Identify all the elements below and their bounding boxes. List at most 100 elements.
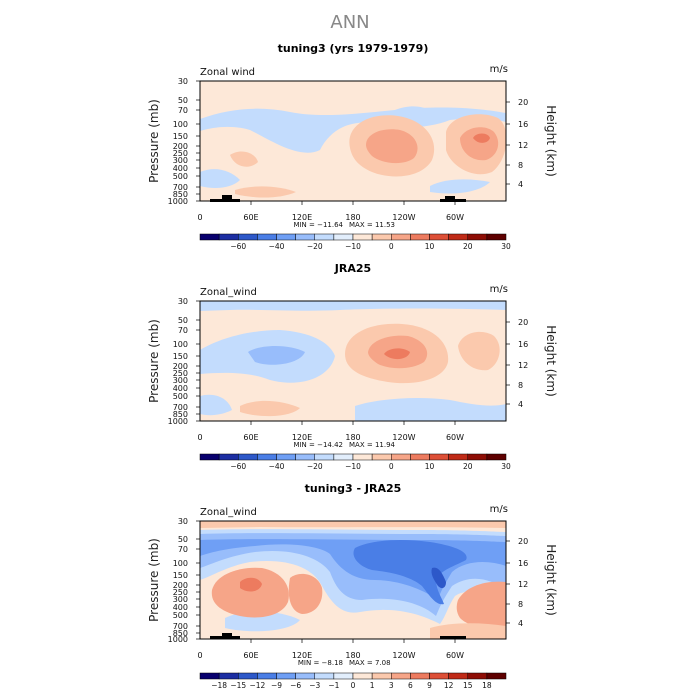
panel-2-y-ticks: 30 50 70 100 150 200 250 300 400 500 700… [168, 297, 188, 426]
panel-3-contours [200, 521, 506, 639]
panel-1-colorbar-box [218, 233, 239, 241]
panel-3-max-text: MAX = 7.08 [349, 659, 391, 667]
panel-2-colorbar-label: −40 [269, 462, 285, 471]
panel-1-height-tick-8: 8 [518, 161, 523, 170]
panel-1-variable-label: Zonal wind [200, 67, 255, 78]
panel-2-height-tick-16: 16 [518, 340, 528, 349]
panel-3-ylabel-right: Height (km) [544, 544, 558, 615]
panel-2-y-tick-50: 50 [178, 316, 188, 325]
panel-2-neg-top-band [200, 301, 506, 311]
panel-2-y-tick-850: 850 [173, 410, 188, 419]
panel-2-colorbar-box [371, 453, 392, 461]
panel-3-colorbar: −18 −15 −12 −9 −6 −3 −1 0 1 3 6 9 12 15 18 [199, 672, 507, 690]
panel-3-colorbar-label: −3 [309, 681, 320, 690]
panel-2-pos-small-sw [240, 400, 300, 417]
panel-2-colorbar-box [333, 453, 354, 461]
panel-2-neg-west-core [248, 346, 305, 365]
panel-3-min-text: MIN = −8.18 [298, 659, 343, 667]
panel-1-height-tick-20: 20 [518, 98, 528, 107]
panel-1-colorbar-box [486, 233, 507, 241]
panel-3-units: m/s [490, 504, 508, 515]
panel-3-colorbar-box [352, 672, 373, 680]
panel-2-x-tick-60w: 60W [446, 433, 464, 442]
panel-1-y-tick-100: 100 [173, 120, 188, 129]
panel-3-colorbar-box [295, 672, 316, 680]
panel-2-y-tick-250: 250 [173, 369, 188, 378]
panel-3-height-tick-8: 8 [518, 600, 523, 609]
panel-3-x-tick-120w: 120W [392, 651, 415, 660]
panel-1-max-text: MAX = 11.53 [349, 221, 395, 229]
panel-1-colorbar-box [391, 233, 411, 241]
panel-3-colorbar-box [238, 672, 258, 680]
panel-3-height-tick-12: 12 [518, 580, 528, 589]
panel-3-colorbar-label: 18 [482, 681, 492, 690]
panel-2-ylabel: Pressure (mb) [147, 319, 161, 403]
panel-1-height-tick-16: 16 [518, 120, 528, 129]
panel-3-colorbar-label: −15 [230, 681, 246, 690]
panel-1-y-tick-400: 400 [173, 164, 188, 173]
panel-3-y-tick-50: 50 [178, 535, 188, 544]
panel-3-y-tick-200: 200 [173, 581, 188, 590]
panel-1-y-tick-850: 850 [173, 190, 188, 199]
panel-1-colorbar: −60 −40 −20 −10 0 10 20 30 [199, 233, 511, 251]
panel-3-height-tick-20: 20 [518, 537, 528, 546]
panel-3-colorbar-label: 12 [444, 681, 454, 690]
panel-2-colorbar-box [448, 453, 469, 461]
panel-2-pos-max [384, 348, 410, 360]
panel-2-neg-east-low [355, 398, 506, 421]
panel-3-colorbar-label: −18 [211, 681, 227, 690]
panel-2-right-ticks: 20 16 12 8 4 [518, 318, 528, 409]
panel-2-colorbar-box [199, 453, 220, 461]
panel-3-colorbar-box [371, 672, 392, 680]
panel-3-colorbar-box [391, 672, 411, 680]
panel-2-max-text: MAX = 11.94 [349, 441, 396, 449]
panel-1-min-text: MIN = −11.64 [293, 221, 343, 229]
panel-3-y-tick-850: 850 [173, 629, 188, 638]
panel-3-pos-west-core [240, 577, 262, 592]
panel-3-x-tick-180: 180 [345, 651, 360, 660]
panel-3-x-tick-60e: 60E [243, 651, 258, 660]
panel-3-y-tick-100: 100 [173, 559, 188, 568]
panel-1-colorbar-box [257, 233, 277, 241]
panel-3-colorbar-box [410, 672, 430, 680]
panel-3-colorbar-label: 3 [389, 681, 394, 690]
panel-1-pos-core-b [460, 127, 499, 161]
panel-3: tuning3 - JRA25 Zonal_wind m/s 30 50 70 [147, 482, 558, 690]
panel-1-units: m/s [490, 64, 508, 75]
panel-3-pos-east [456, 581, 506, 628]
panel-2-colorbar-label: −20 [307, 462, 323, 471]
panel-2-colorbar-box [391, 453, 411, 461]
panel-1-neg-cap [395, 106, 432, 115]
panel-3-pos-west [211, 567, 289, 618]
panel-3-pos-top-band [200, 521, 506, 528]
panel-1-y-tick-1000: 1000 [168, 197, 188, 206]
panel-3-neg-ring-4 [353, 540, 467, 605]
panel-3-y-tick-300: 300 [173, 595, 188, 604]
panel-3-topography-a [210, 636, 240, 639]
panel-2-colorbar-box [429, 453, 449, 461]
panel-2-y-tick-300: 300 [173, 376, 188, 385]
panel-2: JRA25 Zonal_wind m/s 30 50 70 100 150 20… [147, 262, 558, 471]
panel-1-colorbar-box [410, 233, 430, 241]
panel-1-colorbar-box [333, 233, 354, 241]
figure-title: ANN [330, 12, 369, 33]
panel-3-ylabel: Pressure (mb) [147, 538, 161, 622]
panel-2-colorbar-box [276, 453, 296, 461]
panel-3-x-tick-60w: 60W [446, 651, 464, 660]
panel-1-pos-small-a [230, 151, 258, 167]
panel-3-colorbar-box [448, 672, 469, 680]
panel-1-height-tick-4: 4 [518, 180, 523, 189]
panel-2-x-tick-60e: 60E [243, 433, 258, 442]
panel-2-ylabel-right: Height (km) [544, 325, 558, 396]
panel-2-colorbar-label: 0 [389, 462, 394, 471]
panel-2-colorbar-label: −60 [230, 462, 246, 471]
panel-3-colorbar-box [276, 672, 296, 680]
panel-2-units: m/s [490, 284, 508, 295]
panel-3-colorbar-box [486, 672, 507, 680]
panel-1-y-tick-150: 150 [173, 132, 188, 141]
panel-3-y-ticks: 30 50 70 100 150 200 250 300 400 500 700… [168, 517, 188, 644]
panel-1-x-tick-60w: 60W [446, 213, 464, 222]
panel-3-y-tick-400: 400 [173, 603, 188, 612]
panel-3-colorbar-label: −6 [290, 681, 301, 690]
